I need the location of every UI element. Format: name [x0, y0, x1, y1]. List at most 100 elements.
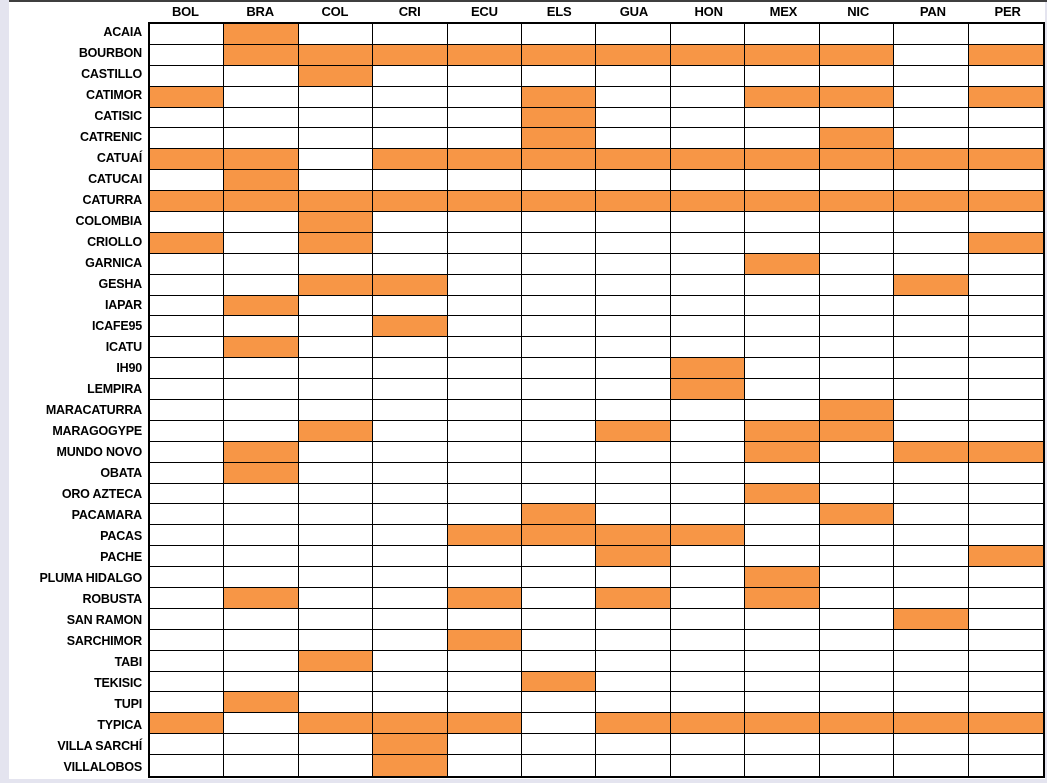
grid-cell-catrenic-hon[interactable] — [670, 128, 746, 150]
grid-cell-garnica-ecu[interactable] — [447, 253, 523, 275]
grid-cell-pluma-hidalgo-bra[interactable] — [224, 567, 299, 588]
grid-cell-icafe95-cri[interactable] — [373, 316, 448, 338]
grid-cell-villa-sarchí-pan[interactable] — [894, 734, 969, 756]
grid-cell-tekisic-mex[interactable] — [745, 671, 820, 693]
grid-cell-pacas-pan[interactable] — [894, 525, 969, 547]
grid-cell-tekisic-pan[interactable] — [894, 671, 969, 693]
grid-cell-maragogype-gua[interactable] — [596, 420, 671, 442]
grid-cell-catimor-els[interactable] — [522, 86, 597, 108]
grid-cell-pache-per[interactable] — [968, 546, 1043, 568]
grid-cell-catuaí-bra[interactable] — [224, 149, 299, 171]
grid-cell-san-ramon-bol[interactable] — [150, 608, 225, 630]
grid-cell-villalobos-bra[interactable] — [224, 755, 299, 776]
grid-cell-catuaí-per[interactable] — [968, 149, 1043, 171]
grid-cell-pacas-bra[interactable] — [224, 525, 299, 547]
grid-cell-garnica-nic[interactable] — [819, 253, 895, 275]
grid-cell-sarchimor-nic[interactable] — [819, 629, 895, 651]
grid-cell-catimor-cri[interactable] — [373, 86, 448, 108]
grid-cell-pache-ecu[interactable] — [447, 546, 523, 568]
grid-cell-icafe95-mex[interactable] — [745, 316, 820, 338]
grid-cell-criollo-nic[interactable] — [819, 232, 895, 254]
grid-cell-icatu-per[interactable] — [968, 337, 1043, 359]
grid-cell-icatu-cri[interactable] — [373, 337, 448, 359]
grid-cell-tupi-pan[interactable] — [894, 692, 969, 714]
grid-cell-maracaturra-bol[interactable] — [150, 400, 225, 421]
grid-cell-sarchimor-bra[interactable] — [224, 629, 299, 651]
grid-cell-ih90-gua[interactable] — [596, 358, 671, 380]
grid-cell-pacamara-ecu[interactable] — [447, 504, 523, 526]
grid-cell-mundo-novo-nic[interactable] — [819, 441, 895, 463]
grid-cell-robusta-pan[interactable] — [894, 588, 969, 609]
grid-cell-caturra-bra[interactable] — [224, 191, 299, 212]
grid-cell-iapar-mex[interactable] — [745, 295, 820, 317]
grid-cell-garnica-bra[interactable] — [224, 253, 299, 275]
grid-cell-garnica-cri[interactable] — [373, 253, 448, 275]
grid-cell-icatu-ecu[interactable] — [447, 337, 523, 359]
grid-cell-typica-bra[interactable] — [224, 713, 299, 735]
grid-cell-villa-sarchí-per[interactable] — [968, 734, 1043, 756]
grid-cell-tabi-nic[interactable] — [819, 650, 895, 672]
grid-cell-pluma-hidalgo-els[interactable] — [522, 567, 597, 588]
grid-cell-bourbon-ecu[interactable] — [447, 44, 523, 66]
grid-cell-icatu-nic[interactable] — [819, 337, 895, 359]
grid-cell-tupi-gua[interactable] — [596, 692, 671, 714]
grid-cell-icafe95-gua[interactable] — [596, 316, 671, 338]
grid-cell-oro-azteca-nic[interactable] — [819, 483, 895, 505]
grid-cell-maracaturra-hon[interactable] — [670, 400, 746, 421]
grid-cell-catisic-bra[interactable] — [224, 107, 299, 129]
grid-cell-catuaí-mex[interactable] — [745, 149, 820, 171]
grid-cell-ih90-ecu[interactable] — [447, 358, 523, 380]
grid-cell-catucai-col[interactable] — [298, 170, 374, 192]
grid-cell-robusta-mex[interactable] — [745, 588, 820, 609]
grid-cell-catrenic-pan[interactable] — [894, 128, 969, 150]
grid-cell-tabi-bra[interactable] — [224, 650, 299, 672]
grid-cell-villa-sarchí-cri[interactable] — [373, 734, 448, 756]
grid-cell-tekisic-bra[interactable] — [224, 671, 299, 693]
grid-cell-pacamara-bra[interactable] — [224, 504, 299, 526]
grid-cell-caturra-per[interactable] — [968, 191, 1043, 212]
grid-cell-pluma-hidalgo-per[interactable] — [968, 567, 1043, 588]
grid-cell-san-ramon-pan[interactable] — [894, 608, 969, 630]
grid-cell-robusta-bol[interactable] — [150, 588, 225, 609]
grid-cell-obata-gua[interactable] — [596, 462, 671, 484]
grid-cell-obata-bol[interactable] — [150, 462, 225, 484]
grid-cell-catimor-per[interactable] — [968, 86, 1043, 108]
grid-cell-pache-bra[interactable] — [224, 546, 299, 568]
grid-cell-oro-azteca-els[interactable] — [522, 483, 597, 505]
grid-cell-mundo-novo-els[interactable] — [522, 441, 597, 463]
grid-cell-criollo-per[interactable] — [968, 232, 1043, 254]
grid-cell-pacamara-per[interactable] — [968, 504, 1043, 526]
grid-cell-icatu-gua[interactable] — [596, 337, 671, 359]
grid-cell-caturra-bol[interactable] — [150, 191, 225, 212]
grid-cell-caturra-cri[interactable] — [373, 191, 448, 212]
grid-cell-catimor-bol[interactable] — [150, 86, 225, 108]
grid-cell-gesha-ecu[interactable] — [447, 274, 523, 296]
grid-cell-tabi-bol[interactable] — [150, 650, 225, 672]
grid-cell-criollo-ecu[interactable] — [447, 232, 523, 254]
grid-cell-tekisic-hon[interactable] — [670, 671, 746, 693]
grid-cell-catuaí-els[interactable] — [522, 149, 597, 171]
grid-cell-bourbon-cri[interactable] — [373, 44, 448, 66]
grid-cell-castillo-per[interactable] — [968, 65, 1043, 87]
grid-cell-garnica-gua[interactable] — [596, 253, 671, 275]
grid-cell-iapar-bol[interactable] — [150, 295, 225, 317]
grid-cell-bourbon-els[interactable] — [522, 44, 597, 66]
grid-cell-pluma-hidalgo-hon[interactable] — [670, 567, 746, 588]
grid-cell-robusta-hon[interactable] — [670, 588, 746, 609]
grid-cell-tekisic-cri[interactable] — [373, 671, 448, 693]
grid-cell-sarchimor-ecu[interactable] — [447, 629, 523, 651]
grid-cell-pache-bol[interactable] — [150, 546, 225, 568]
grid-cell-tabi-col[interactable] — [298, 650, 374, 672]
grid-cell-maragogype-bol[interactable] — [150, 420, 225, 442]
grid-cell-tupi-col[interactable] — [298, 692, 374, 714]
grid-cell-robusta-els[interactable] — [522, 588, 597, 609]
grid-cell-castillo-cri[interactable] — [373, 65, 448, 87]
grid-cell-catisic-ecu[interactable] — [447, 107, 523, 129]
grid-cell-bourbon-bol[interactable] — [150, 44, 225, 66]
grid-cell-bourbon-nic[interactable] — [819, 44, 895, 66]
grid-cell-catuaí-bol[interactable] — [150, 149, 225, 171]
grid-cell-catuaí-gua[interactable] — [596, 149, 671, 171]
grid-cell-pacamara-bol[interactable] — [150, 504, 225, 526]
grid-cell-castillo-pan[interactable] — [894, 65, 969, 87]
grid-cell-icatu-col[interactable] — [298, 337, 374, 359]
